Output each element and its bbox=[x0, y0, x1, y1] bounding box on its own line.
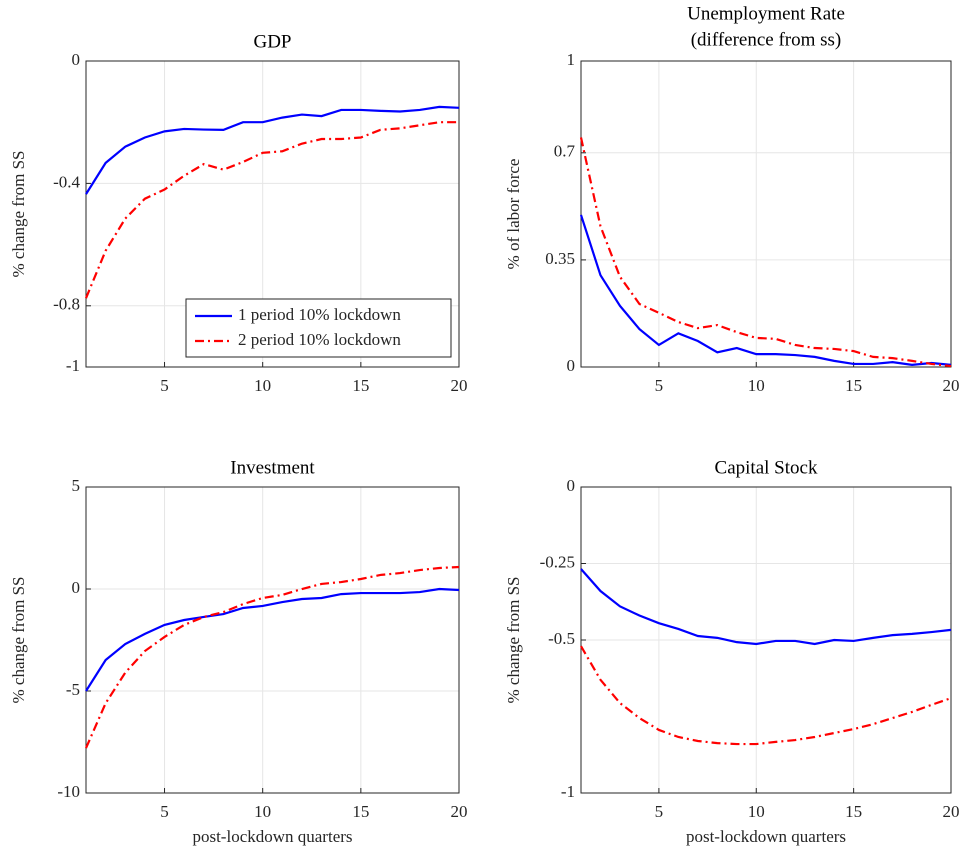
y-tick-label: 0 bbox=[567, 476, 576, 495]
y-axis-label: % change from SS bbox=[9, 150, 28, 277]
y-tick-label: -5 bbox=[66, 680, 80, 699]
chart-title: Investment bbox=[230, 457, 315, 478]
y-tick-label: 0 bbox=[567, 356, 576, 375]
y-axis-label: % change from SS bbox=[9, 576, 28, 703]
x-tick-label: 15 bbox=[352, 802, 369, 821]
series-line bbox=[84, 565, 460, 749]
series-line bbox=[85, 105, 460, 195]
axes: -1 -0.5 -0.25 0 5 10 15 20 Capital Stock % change… bbox=[504, 457, 960, 846]
series-line bbox=[579, 137, 952, 368]
x-tick-label: 15 bbox=[352, 376, 369, 395]
axes-box bbox=[580, 60, 952, 368]
x-tick-label: 10 bbox=[254, 802, 271, 821]
y-axis-label: % change from SS bbox=[504, 576, 523, 703]
x-axis-label: post-lockdown quarters bbox=[686, 827, 846, 846]
axes-box bbox=[85, 60, 460, 368]
axes: -1 -0.8 -0.4 0 5 10 15 20 GDP % change from SS 1 p… bbox=[9, 31, 468, 395]
axes-box bbox=[580, 486, 952, 794]
legend-box bbox=[185, 298, 452, 358]
x-tick-label: 5 bbox=[655, 802, 664, 821]
x-tick-label: 15 bbox=[845, 802, 862, 821]
x-tick-label: 20 bbox=[451, 376, 468, 395]
legend-label: 2 period 10% lockdown bbox=[238, 330, 401, 349]
y-tick-label: 0.7 bbox=[554, 142, 576, 161]
chart-title: GDP bbox=[253, 31, 291, 52]
x-tick-label: 20 bbox=[451, 802, 468, 821]
x-tick-label: 15 bbox=[845, 376, 862, 395]
y-tick-label: -0.4 bbox=[53, 172, 80, 191]
y-tick-label: -0.5 bbox=[548, 629, 575, 648]
series-line bbox=[579, 214, 952, 366]
x-tick-label: 10 bbox=[748, 802, 765, 821]
x-tick-label: 10 bbox=[748, 376, 765, 395]
x-tick-label: 10 bbox=[254, 376, 271, 395]
y-tick-label: -0.25 bbox=[540, 552, 575, 571]
axes-box bbox=[85, 486, 460, 794]
x-tick-label: 20 bbox=[943, 802, 960, 821]
chart-title: Unemployment Rate bbox=[687, 3, 845, 24]
series-line bbox=[580, 645, 952, 746]
y-tick-label: 5 bbox=[72, 476, 81, 495]
y-tick-label: -0.8 bbox=[53, 295, 80, 314]
x-tick-label: 5 bbox=[160, 802, 169, 821]
x-tick-label: 5 bbox=[655, 376, 664, 395]
series-line bbox=[85, 587, 460, 692]
y-tick-label: -1 bbox=[561, 782, 575, 801]
legend: 1 period 10% lockdown 2 period 10% lockdo… bbox=[185, 298, 452, 358]
y-tick-label: 0 bbox=[72, 50, 81, 69]
x-tick-label: 5 bbox=[160, 376, 169, 395]
axes: -10 -5 0 5 5 10 15 20 Investment % change from SS… bbox=[9, 457, 468, 846]
chart-title: Capital Stock bbox=[715, 457, 818, 478]
chart-subtitle: (difference from ss) bbox=[691, 29, 842, 50]
series-line bbox=[84, 121, 459, 299]
y-tick-label: -10 bbox=[57, 782, 80, 801]
y-tick-label: 0.35 bbox=[545, 249, 575, 268]
y-tick-label: -1 bbox=[66, 356, 80, 375]
y-tick-label: 0 bbox=[72, 578, 81, 597]
x-axis-label: post-lockdown quarters bbox=[192, 827, 352, 846]
legend-label: 1 period 10% lockdown bbox=[238, 305, 401, 324]
y-axis-label: % of labor force bbox=[504, 159, 523, 270]
y-tick-label: 1 bbox=[567, 50, 576, 69]
series-line bbox=[580, 568, 952, 646]
x-tick-label: 20 bbox=[943, 376, 960, 395]
